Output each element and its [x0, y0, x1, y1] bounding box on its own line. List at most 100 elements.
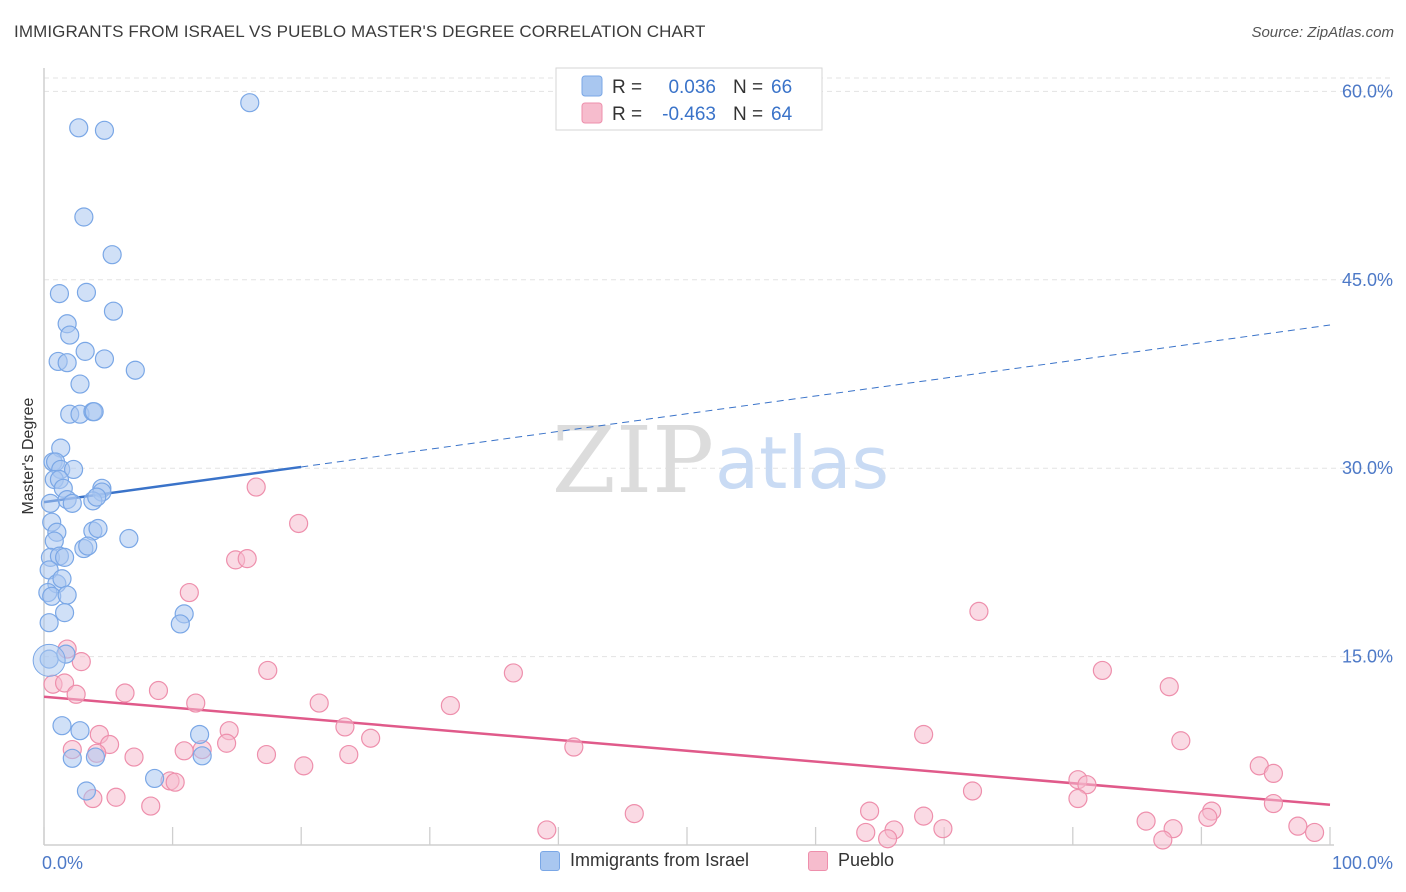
legend-r-value: -0.463	[662, 104, 716, 125]
data-point-pueblo	[914, 724, 934, 745]
legend-r-label: R =	[612, 77, 642, 98]
data-point-israel	[76, 282, 97, 302]
data-point-israel	[78, 536, 98, 556]
data-point-israel	[192, 746, 212, 766]
data-point-pueblo	[165, 772, 185, 792]
legend-n-label: N =	[733, 104, 763, 125]
data-point-israel	[63, 459, 84, 480]
data-point-pueblo	[179, 582, 199, 603]
legend-item-pueblo: Pueblo	[808, 850, 894, 871]
data-point-israel	[76, 781, 97, 801]
axes	[43, 68, 1334, 846]
y-tick-label: 15.0%	[1342, 647, 1393, 667]
x-tick-labels: 0.0% 100.0%	[42, 853, 1393, 873]
series-legend: Immigrants from Israel Pueblo	[0, 850, 1406, 880]
data-point-israel	[94, 120, 115, 140]
x-ticks	[43, 827, 1331, 845]
data-point-israel	[49, 284, 70, 304]
data-point-israel	[94, 349, 115, 369]
y-tick-label: 30.0%	[1342, 458, 1393, 478]
data-point-israel	[170, 614, 190, 634]
data-point-pueblo	[237, 549, 257, 569]
data-point-israel	[190, 724, 210, 745]
data-point-pueblo	[1288, 816, 1308, 836]
data-point-israel	[240, 93, 260, 113]
legend-n-label: N =	[733, 77, 763, 98]
watermark-atlas: atlas	[715, 421, 889, 505]
data-point-pueblo	[856, 822, 876, 843]
data-point-israel	[52, 716, 72, 736]
data-point-israel	[75, 341, 95, 361]
data-point-israel	[144, 768, 165, 789]
data-point-pueblo	[503, 663, 523, 683]
stats-legend: R = 0.036 N = 66 R = -0.463 N = 64	[555, 67, 823, 131]
data-point-pueblo	[624, 803, 644, 824]
legend-swatch-israel	[540, 850, 560, 871]
data-point-pueblo	[914, 806, 934, 826]
legend-r-label: R =	[612, 104, 642, 125]
data-points	[32, 93, 1325, 850]
chart-title: IMMIGRANTS FROM ISRAEL VS PUEBLO MASTER'…	[14, 22, 706, 41]
data-point-pueblo	[294, 756, 314, 776]
data-point-pueblo	[106, 787, 126, 807]
data-point-pueblo	[66, 684, 86, 704]
data-point-israel	[87, 487, 107, 507]
data-point-israel	[85, 747, 106, 767]
data-point-pueblo	[440, 695, 460, 716]
data-point-israel	[88, 518, 108, 539]
data-point-pueblo	[1263, 763, 1284, 784]
data-point-pueblo	[1136, 811, 1156, 831]
legend-label-israel: Immigrants from Israel	[570, 850, 750, 870]
data-point-pueblo	[1153, 830, 1173, 850]
legend-item-israel: Immigrants from Israel	[540, 850, 749, 871]
legend-r-value: 0.036	[668, 77, 716, 98]
data-point-pueblo	[289, 513, 309, 534]
data-point-pueblo	[339, 744, 359, 765]
data-point-israel	[40, 493, 61, 513]
y-tick-label: 45.0%	[1342, 270, 1393, 290]
grid-lines	[44, 77, 1392, 658]
data-point-pueblo	[174, 741, 194, 761]
legend-label-pueblo: Pueblo	[838, 850, 895, 870]
data-point-pueblo	[148, 680, 169, 701]
data-point-pueblo	[969, 601, 989, 621]
legend-swatch-pink	[581, 102, 603, 124]
data-point-pueblo	[537, 820, 557, 840]
data-point-pueblo	[217, 733, 237, 753]
data-point-pueblo	[860, 801, 880, 821]
data-point-pueblo	[1092, 660, 1112, 681]
y-axis-label: Master's Degree	[20, 397, 37, 514]
data-point-israel	[57, 353, 77, 373]
data-point-israel	[70, 374, 90, 394]
data-point-pueblo	[361, 728, 381, 748]
data-point-pueblo	[71, 652, 91, 672]
legend-swatch-blue	[581, 75, 603, 97]
trend-line-pueblo	[44, 695, 1331, 807]
data-point-israel	[32, 643, 66, 677]
data-point-israel	[74, 207, 94, 227]
data-point-israel	[39, 613, 59, 633]
data-point-pueblo	[54, 673, 75, 693]
data-point-israel	[54, 603, 75, 623]
data-point-israel	[62, 748, 82, 768]
data-point-pueblo	[1171, 731, 1191, 751]
watermark-zip: ZIP	[552, 407, 714, 514]
legend-swatch-pueblo	[808, 850, 828, 871]
x-tick-label: 100.0%	[1332, 853, 1393, 873]
data-point-pueblo	[1304, 822, 1325, 843]
legend-n-value: 66	[771, 77, 792, 98]
data-point-pueblo	[124, 747, 144, 767]
data-point-pueblo	[1077, 775, 1097, 795]
data-point-pueblo	[564, 737, 584, 757]
data-point-pueblo	[256, 744, 277, 765]
legend-n-value: 64	[771, 104, 793, 125]
data-point-israel	[60, 325, 80, 345]
data-point-pueblo	[246, 477, 266, 497]
trend-extension-israel	[301, 324, 1331, 468]
data-point-pueblo	[309, 693, 329, 713]
data-point-pueblo	[141, 796, 161, 816]
data-point-pueblo	[1159, 677, 1179, 697]
data-point-pueblo	[1068, 788, 1088, 809]
data-point-israel	[125, 360, 145, 380]
